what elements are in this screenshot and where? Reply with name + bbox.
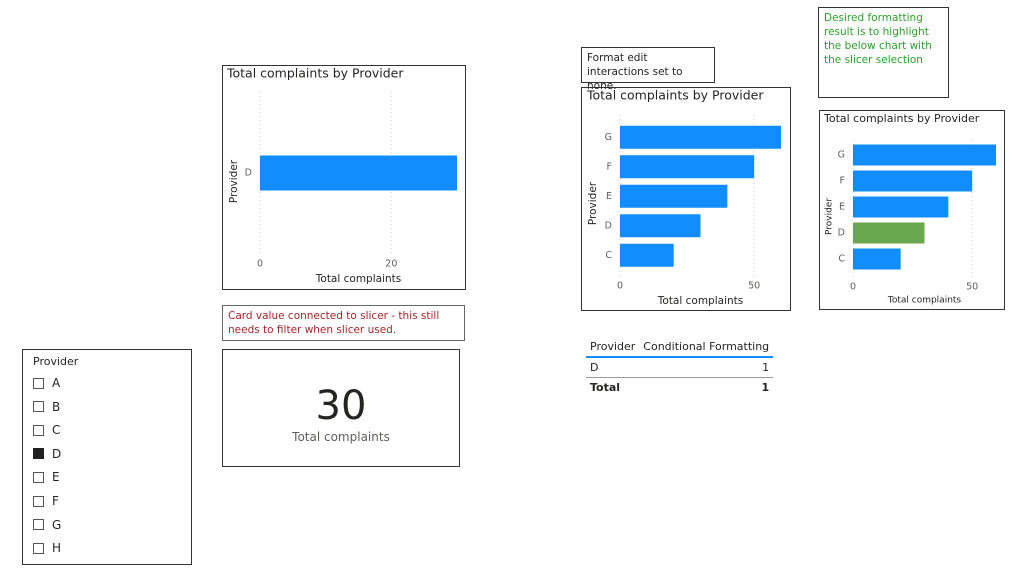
x-tick-label: 0 (617, 281, 623, 292)
slicer-item-label: F (52, 494, 59, 508)
column-header: Provider (590, 340, 636, 353)
note: Card value connected to slicer - this st… (222, 305, 465, 341)
x-axis-label: Total complaints (887, 296, 962, 306)
slicer-title: Provider (33, 355, 79, 368)
card-value: 30 (315, 383, 367, 429)
x-tick-label: 0 (257, 259, 263, 270)
slicer-item-label: C (52, 423, 61, 438)
checkbox[interactable] (33, 448, 44, 460)
bar (853, 222, 925, 244)
chart-title: Total complaints by Provider (586, 88, 764, 103)
bar (620, 243, 674, 267)
x-axis-label: Total complaints (657, 295, 743, 307)
slicer-item[interactable]: A (33, 376, 60, 390)
y-axis-label: Provider (228, 159, 240, 203)
chart-title: Total complaints by Provider (226, 66, 404, 81)
bar (620, 184, 728, 208)
checkbox[interactable] (33, 519, 44, 531)
card: 30 Total complaints (222, 349, 460, 467)
y-tick-label: C (838, 254, 845, 265)
y-axis-label: Provider (825, 198, 835, 235)
y-tick-label: D (605, 220, 612, 231)
chart-frame (819, 110, 1005, 310)
checkbox[interactable] (33, 377, 44, 389)
y-tick-label: E (839, 202, 845, 213)
table-cell: D (590, 361, 599, 374)
bar (620, 125, 781, 149)
card-label: Total complaints (292, 430, 390, 444)
slicer-item[interactable]: C (33, 423, 60, 437)
total-value: 1 (761, 381, 770, 394)
total-label: Total (590, 381, 621, 394)
slicer-item[interactable]: D (33, 447, 61, 461)
table-cell: 1 (762, 361, 770, 374)
slicer-item[interactable]: B (33, 400, 60, 414)
slicer-item[interactable]: H (33, 541, 61, 555)
x-tick-label: 0 (850, 282, 856, 293)
bar (853, 196, 949, 218)
y-tick-label: G (838, 150, 845, 161)
slicer-item[interactable]: F (33, 494, 59, 508)
slicer-item-label: D (52, 446, 62, 461)
slicer-item[interactable]: E (33, 470, 60, 484)
y-tick-label: D (838, 228, 845, 239)
slicer-item-label: A (52, 376, 61, 390)
bar (620, 155, 755, 179)
chart-title: Total complaints by Provider (823, 112, 980, 125)
slicer-item-label: G (52, 517, 62, 532)
bar (620, 214, 701, 238)
y-axis-label: Provider (587, 181, 599, 225)
bar (853, 170, 973, 192)
x-axis-label: Total complaints (315, 273, 401, 285)
y-tick-label: C (605, 250, 612, 261)
x-tick-label: 50 (748, 281, 760, 292)
chart-frame (222, 65, 466, 290)
y-tick-label: F (840, 176, 845, 187)
column-header: Conditional Formatting (643, 340, 770, 353)
bar (853, 248, 901, 270)
checkbox[interactable] (33, 471, 44, 483)
checkbox[interactable] (33, 542, 44, 554)
checkbox[interactable] (33, 424, 44, 436)
y-tick-label: G (605, 132, 612, 143)
note: Desired formatting result is to highligh… (818, 7, 949, 98)
note: Format edit interactions set to none. (581, 47, 715, 92)
slicer-item-label: B (52, 399, 61, 414)
slicer-item-label: E (52, 470, 60, 485)
bar (260, 155, 457, 191)
checkbox[interactable] (33, 401, 44, 413)
bar (853, 144, 996, 166)
y-tick-label: F (607, 161, 612, 172)
x-tick-label: 20 (385, 259, 397, 270)
x-tick-label: 50 (966, 282, 978, 293)
slicer-item[interactable]: G (33, 518, 61, 532)
chart-frame (581, 87, 791, 311)
y-tick-label: E (606, 191, 612, 202)
y-tick-label: D (245, 168, 252, 179)
checkbox[interactable] (33, 495, 44, 507)
slicer-item-label: H (52, 541, 62, 556)
